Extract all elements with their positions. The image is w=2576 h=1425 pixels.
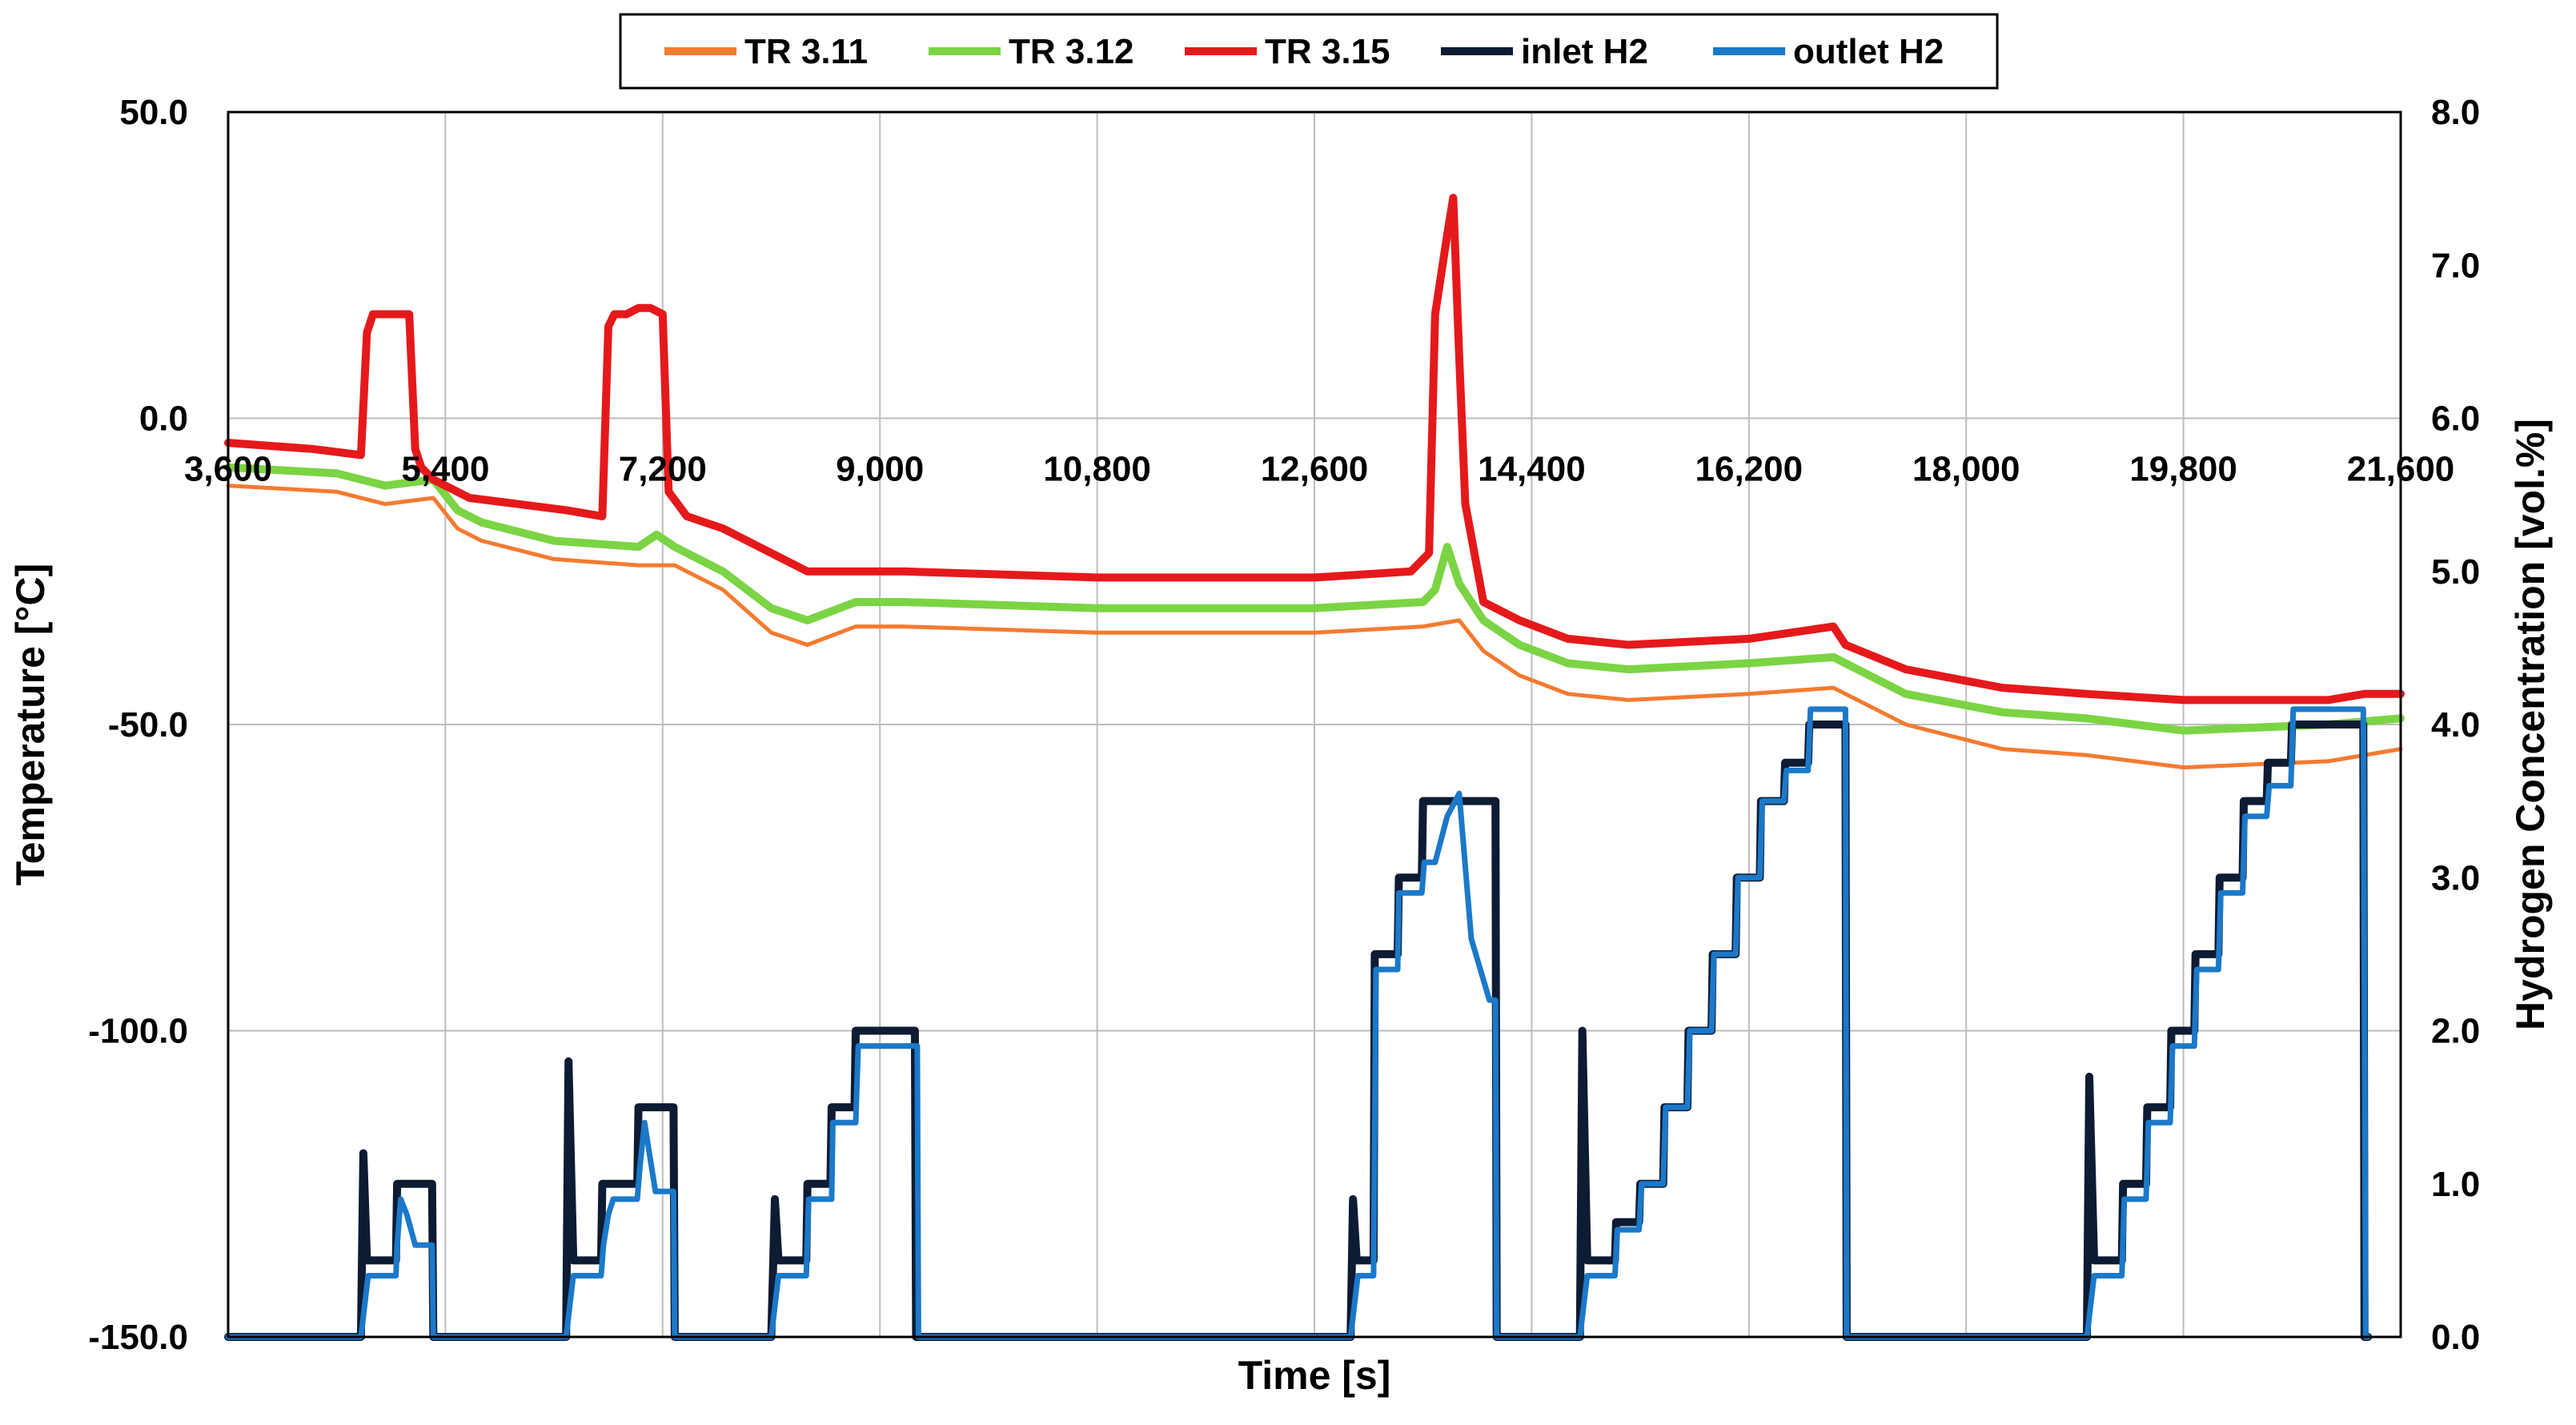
x-tick-label: 18,000 — [1912, 450, 2020, 489]
x-tick-label: 5,400 — [401, 450, 489, 489]
x-tick-label: 10,800 — [1043, 450, 1151, 489]
y2-tick-label: 0.0 — [2431, 1318, 2480, 1357]
x-tick-label: 14,400 — [1478, 450, 1586, 489]
series-line-tr-3-15 — [224, 194, 2405, 704]
y2-tick-label: 2.0 — [2431, 1012, 2480, 1051]
y-tick-label: 0.0 — [139, 399, 188, 439]
x-tick-label: 12,600 — [1261, 450, 1369, 489]
plot-area-border — [227, 110, 2402, 1339]
y-tick-labels: 50.0 0.0 -50.0 -100.0 -150.0 — [88, 93, 188, 1357]
y-tick-label: -100.0 — [88, 1012, 188, 1051]
x-tick-label: 19,800 — [2129, 450, 2237, 489]
legend-label: inlet H2 — [1521, 32, 1648, 71]
legend-label: TR 3.12 — [1009, 32, 1134, 71]
legend-label: outlet H2 — [1793, 32, 1944, 71]
y2-tick-label: 8.0 — [2431, 93, 2480, 132]
x-tick-label: 9,000 — [836, 450, 924, 489]
y2-tick-label: 6.0 — [2431, 399, 2480, 439]
legend: TR 3.11 TR 3.12 TR 3.15 inlet H2 outlet H2 — [619, 13, 1999, 90]
series-layer — [224, 194, 2405, 1341]
legend-label: TR 3.11 — [744, 32, 868, 71]
x-tick-label: 3,600 — [184, 450, 272, 489]
y2-tick-label: 3.0 — [2431, 858, 2480, 897]
y-tick-label: -150.0 — [88, 1318, 188, 1357]
y2-tick-label: 1.0 — [2431, 1165, 2480, 1204]
y2-tick-labels: 8.0 7.0 6.0 5.0 4.0 3.0 2.0 1.0 0.0 — [2431, 93, 2480, 1357]
series-line-inlet-h2 — [224, 721, 2373, 1341]
y-axis-title: Temperature [°C] — [8, 564, 53, 885]
y-tick-label: -50.0 — [108, 705, 188, 745]
x-axis-title: Time [s] — [1238, 1353, 1391, 1398]
y-tick-label: 50.0 — [119, 93, 188, 132]
x-tick-labels: 3,600 5,400 7,200 9,000 10,800 12,600 14,400 16… — [184, 450, 2454, 489]
x-tick-label: 16,200 — [1695, 450, 1804, 489]
legend-label: TR 3.15 — [1265, 32, 1390, 71]
series-line-tr-3-11 — [226, 484, 2403, 770]
y2-tick-label: 5.0 — [2431, 552, 2480, 592]
y2-tick-label: 7.0 — [2431, 246, 2480, 285]
x-tick-label: 7,200 — [619, 450, 707, 489]
series-line-tr-3-12 — [224, 463, 2405, 735]
y2-tick-label: 4.0 — [2431, 705, 2480, 745]
x-tick-label: 21,600 — [2347, 450, 2455, 489]
series-line-outlet-h2 — [225, 706, 2371, 1340]
y2-axis-title: Hydrogen Concentration [vol.%] — [2508, 419, 2553, 1030]
